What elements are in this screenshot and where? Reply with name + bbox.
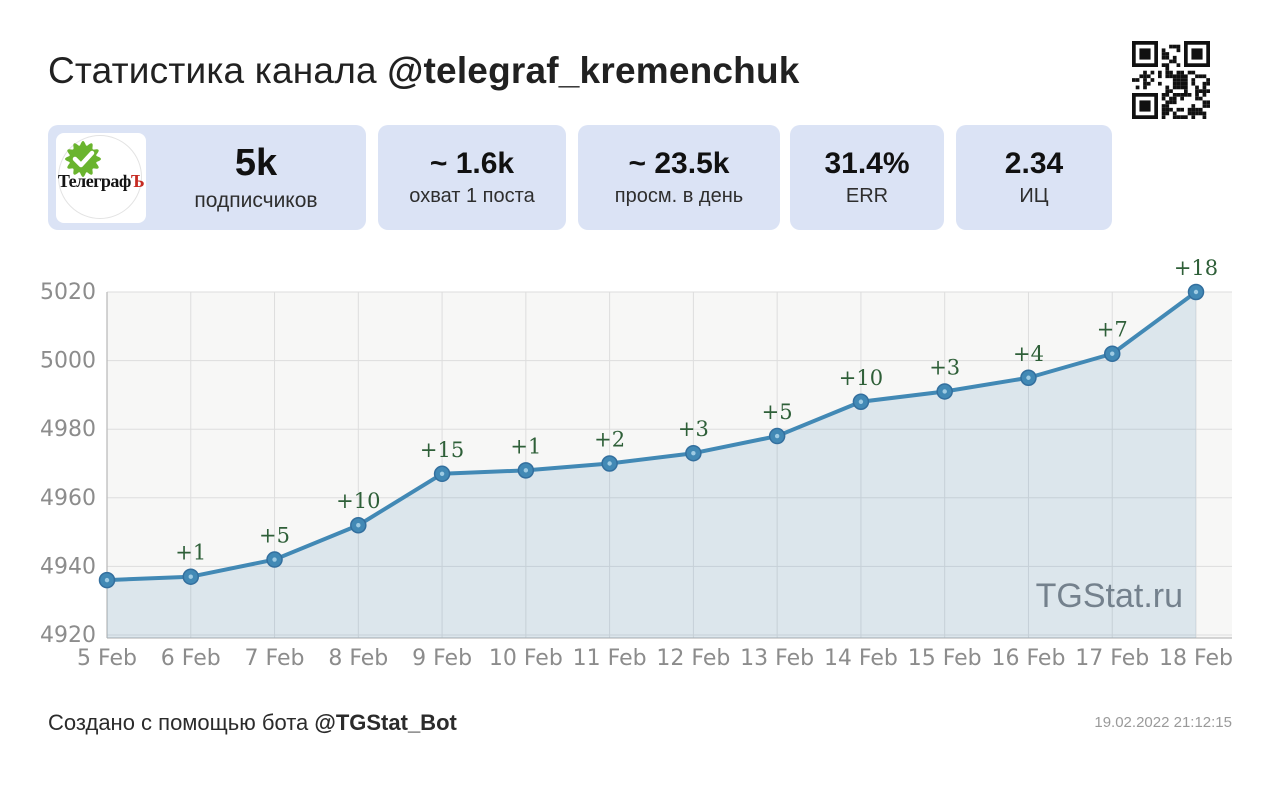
svg-text:+15: +15 <box>420 438 464 462</box>
svg-text:TGStat.ru: TGStat.ru <box>1036 577 1183 615</box>
subscribers-label: подписчиков <box>194 188 318 212</box>
avatar-ring <box>58 134 142 219</box>
svg-text:6 Feb: 6 Feb <box>161 646 221 671</box>
qr-code <box>1132 41 1210 124</box>
subscribers-growth-chart: TGStat.ru +1 +5 +10 +15 +1 +2 +3 +5 +10 +3 +4 +7 +18 4… <box>0 255 1280 690</box>
svg-text:+4: +4 <box>1013 342 1044 366</box>
svg-text:4920: 4920 <box>40 623 96 648</box>
reach-value: ~ 1.6k <box>429 147 515 181</box>
daily-views-label: просм. в день <box>614 184 744 207</box>
svg-text:+2: +2 <box>594 428 625 452</box>
stat-card-err: 31.4% ERR <box>790 125 944 230</box>
err-label: ERR <box>845 184 889 207</box>
svg-text:16 Feb: 16 Feb <box>991 646 1065 671</box>
svg-text:+3: +3 <box>678 417 709 441</box>
svg-text:13 Feb: 13 Feb <box>740 646 814 671</box>
svg-text:10 Feb: 10 Feb <box>489 646 563 671</box>
avatar-logo-text: ТелеграфЪ <box>56 171 146 192</box>
chart-canvas: TGStat.ru +1 +5 +10 +15 +1 +2 +3 +5 +10 +3 +4 +7 +18 4… <box>40 256 1233 671</box>
reach-label: охват 1 поста <box>409 184 535 207</box>
svg-text:4980: 4980 <box>40 417 96 442</box>
svg-text:5020: 5020 <box>40 280 96 305</box>
svg-text:+1: +1 <box>510 434 541 458</box>
stat-card-reach: ~ 1.6k охват 1 поста <box>378 125 566 230</box>
svg-text:11 Feb: 11 Feb <box>573 646 647 671</box>
svg-text:8 Feb: 8 Feb <box>328 646 388 671</box>
daily-views-value: ~ 23.5k <box>628 147 730 181</box>
channel-avatar: ТелеграфЪ <box>56 132 146 223</box>
verified-badge-icon <box>65 140 101 177</box>
svg-text:5 Feb: 5 Feb <box>77 646 137 671</box>
stat-card-citation-index: 2.34 ИЦ <box>956 125 1112 230</box>
bot-handle: @TGStat_Bot <box>314 710 457 735</box>
svg-text:14 Feb: 14 Feb <box>824 646 898 671</box>
stat-card-daily-views: ~ 23.5k просм. в день <box>578 125 780 230</box>
svg-text:12 Feb: 12 Feb <box>656 646 730 671</box>
svg-text:+5: +5 <box>762 400 793 424</box>
svg-text:4940: 4940 <box>40 554 96 579</box>
svg-text:15 Feb: 15 Feb <box>908 646 982 671</box>
citation-index-label: ИЦ <box>1019 184 1049 207</box>
svg-text:+18: +18 <box>1174 256 1218 280</box>
channel-handle: @telegraf_kremenchuk <box>387 50 800 91</box>
svg-text:+10: +10 <box>839 366 883 390</box>
svg-text:5000: 5000 <box>40 349 96 374</box>
avatar-logo-main: Телеграф <box>57 170 132 191</box>
citation-index-value: 2.34 <box>1004 147 1064 181</box>
generation-timestamp: 19.02.2022 21:12:15 <box>1094 714 1232 731</box>
svg-text:+1: +1 <box>175 541 206 565</box>
footer-text: Создано с помощью бота <box>48 710 315 735</box>
svg-text:17 Feb: 17 Feb <box>1075 646 1149 671</box>
footer-note: Создано с помощью бота @TGStat_Bot <box>48 710 457 736</box>
subscribers-value: 5k <box>234 142 278 185</box>
svg-text:18 Feb: 18 Feb <box>1159 646 1233 671</box>
svg-text:7 Feb: 7 Feb <box>245 646 305 671</box>
svg-text:4960: 4960 <box>40 486 96 511</box>
svg-text:+10: +10 <box>336 489 380 513</box>
svg-text:+7: +7 <box>1097 318 1128 342</box>
err-value: 31.4% <box>824 147 910 181</box>
svg-text:+5: +5 <box>259 524 290 548</box>
stat-card-subscribers: ТелеграфЪ 5k подписчиков <box>48 125 366 230</box>
page-title: Статистика канала @telegraf_kremenchuk <box>48 50 800 92</box>
qr-code-icon <box>1132 41 1210 119</box>
avatar-logo-accent: Ъ <box>130 170 145 191</box>
page-title-prefix: Статистика канала <box>48 50 388 91</box>
svg-text:+3: +3 <box>929 355 960 379</box>
svg-text:9 Feb: 9 Feb <box>412 646 472 671</box>
